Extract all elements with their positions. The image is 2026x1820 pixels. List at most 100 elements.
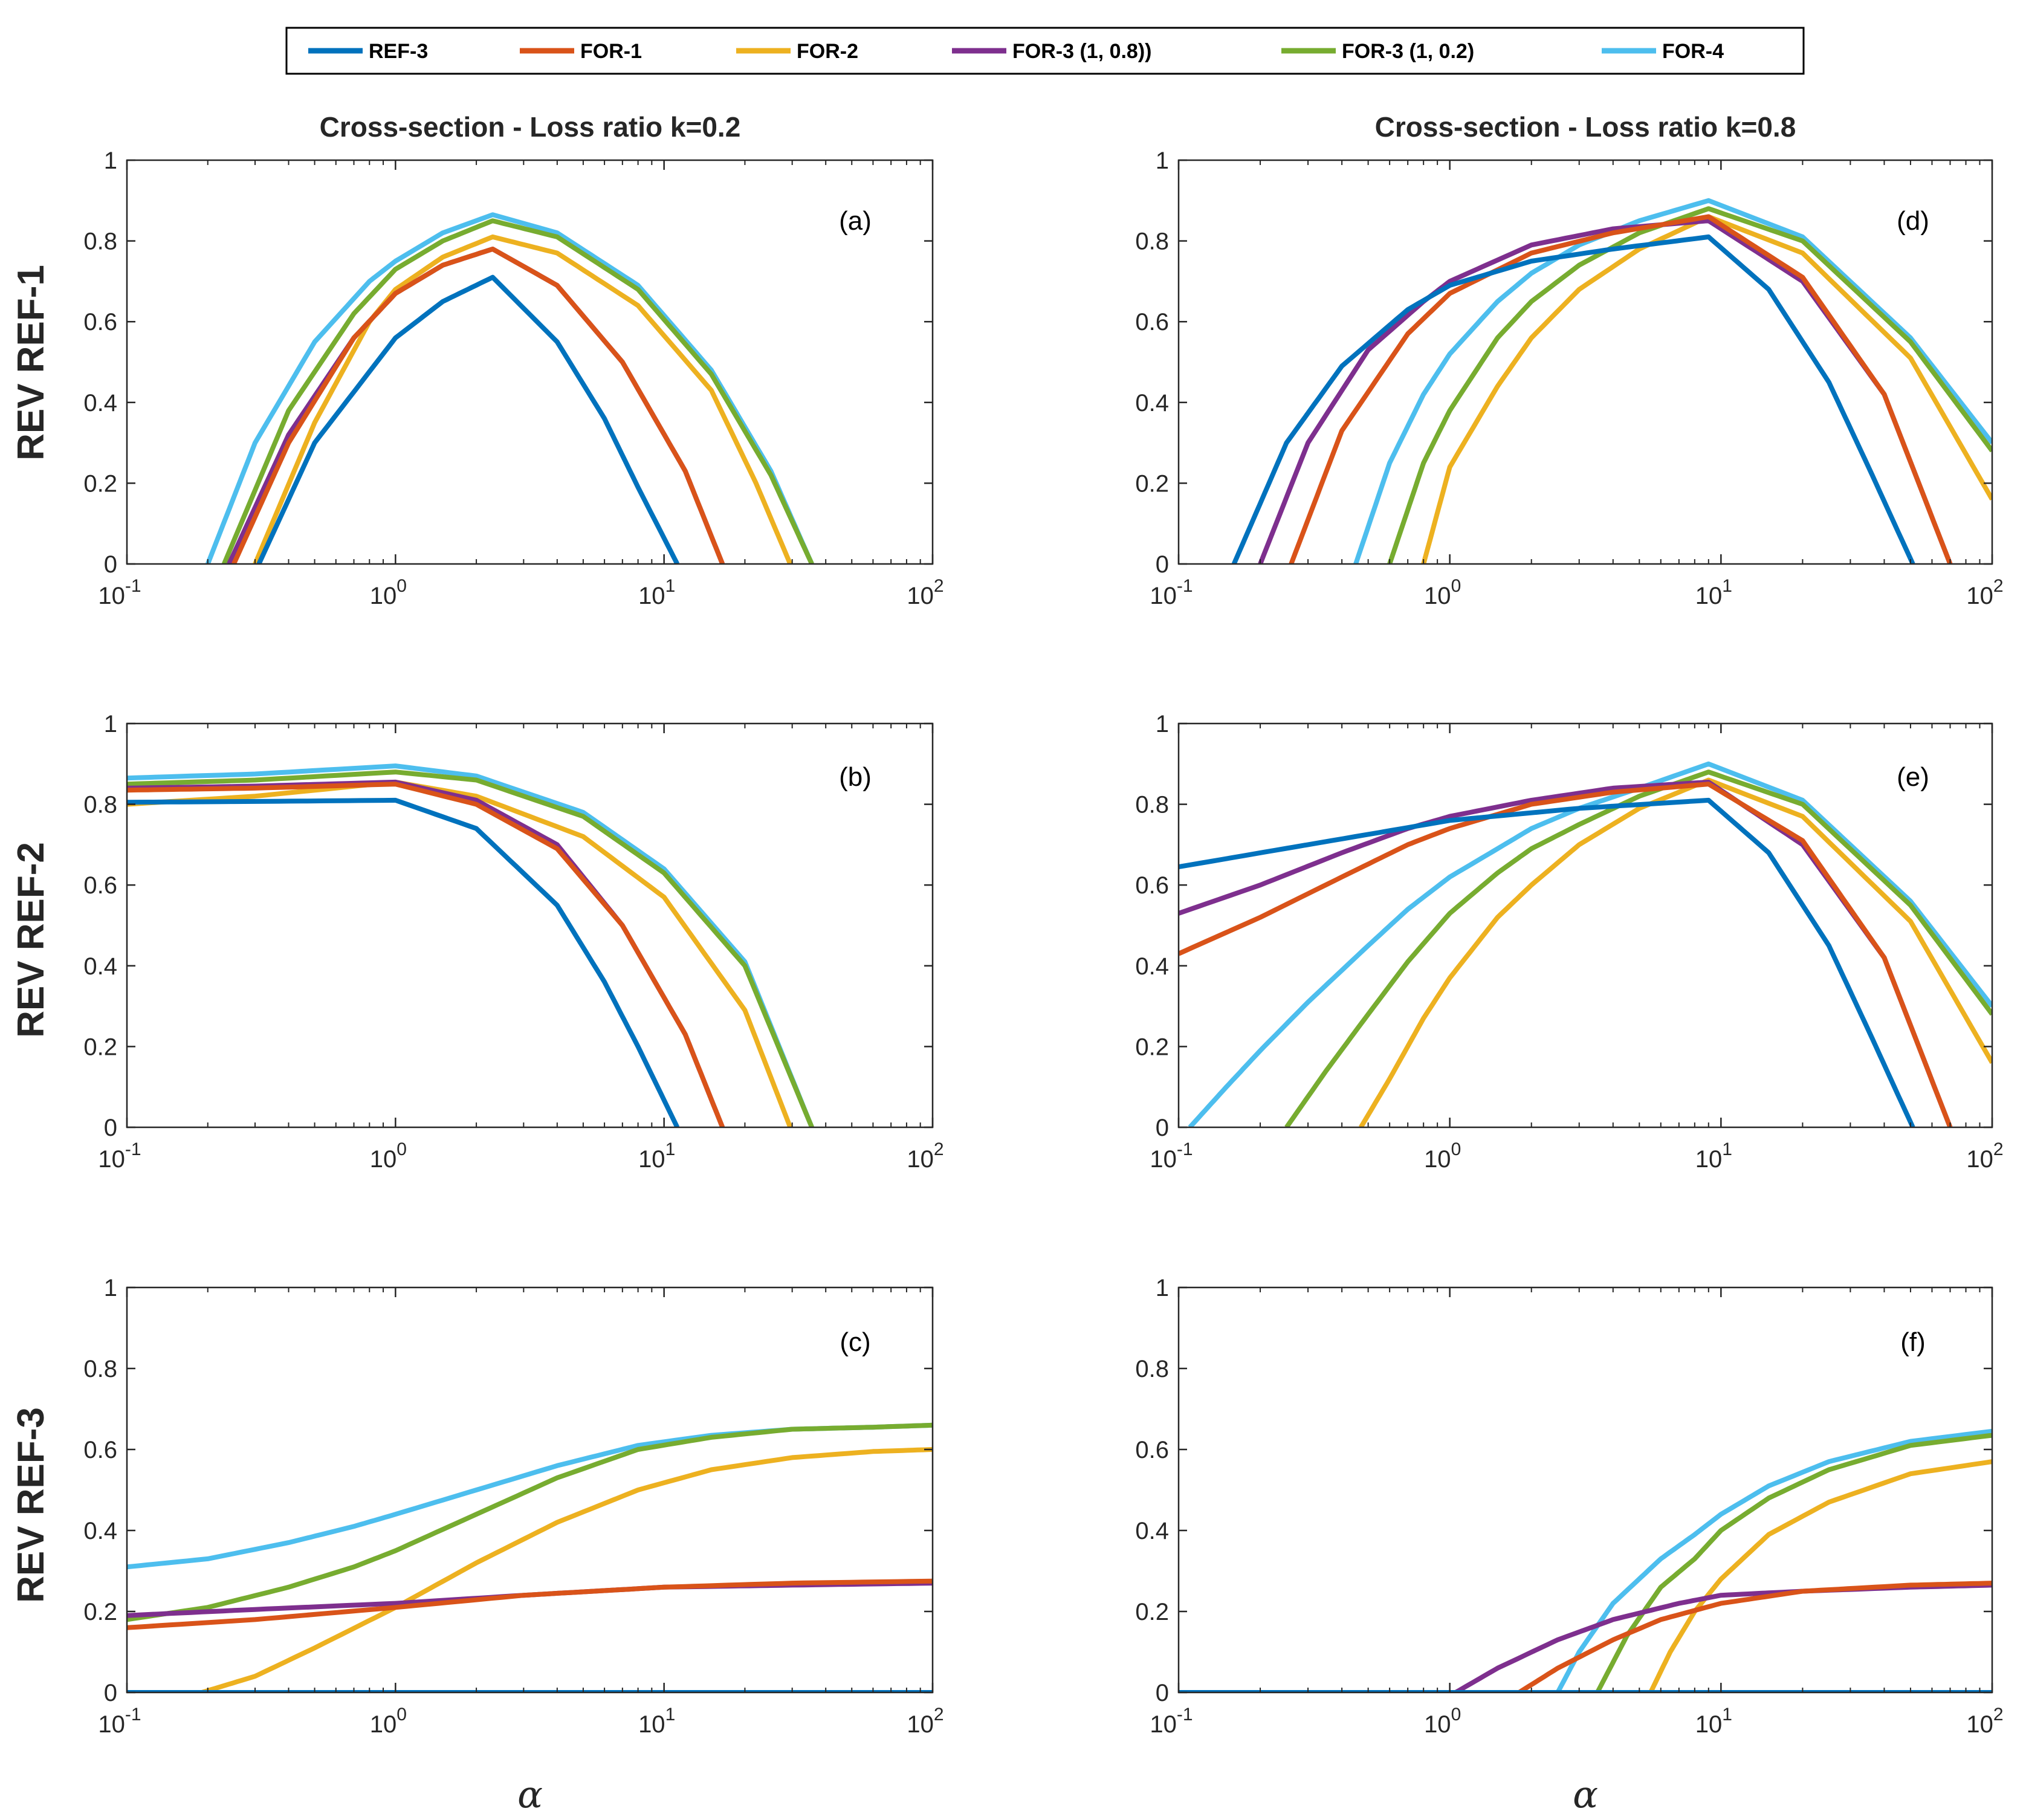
x-tick-label: 10-1 <box>1150 1705 1193 1738</box>
series-line-for-1 <box>231 247 725 564</box>
x-tick-label: 100 <box>370 1705 407 1738</box>
y-tick-label: 1 <box>1156 147 1169 174</box>
legend-label: FOR-4 <box>1662 40 1724 63</box>
axes-box <box>1177 159 1993 565</box>
series-group <box>1179 1428 1992 1692</box>
y-tick-label: 0 <box>104 551 117 578</box>
series-line-for-2 <box>201 1447 933 1692</box>
axes-box <box>126 1286 934 1694</box>
y-tick-label: 0.6 <box>1135 872 1169 899</box>
y-tick-label: 0 <box>1156 1680 1169 1706</box>
series-line-ref-3 <box>127 797 680 1127</box>
y-tick-label: 0.8 <box>83 1356 117 1382</box>
legend-item: FOR-1 <box>520 40 642 63</box>
series-line-for-2 <box>127 779 793 1127</box>
legend-item: FOR-3 (1, 0.8)) <box>952 40 1151 63</box>
xlabel-left: α <box>517 1772 543 1816</box>
series-line-ref-3 <box>256 274 680 564</box>
chart-panel-c: 0 0.2 0.4 0.6 0.8 1 10-1 100 101 102 (c) <box>83 1275 943 1738</box>
plot-area <box>1179 160 1992 564</box>
y-tick-label: 0.8 <box>1135 1356 1169 1382</box>
series-line-for-3-1-0-2 <box>1179 1433 1992 1692</box>
x-tick-label: 101 <box>638 576 675 609</box>
series-line-for-4 <box>1188 761 1992 1127</box>
series-group <box>1231 198 1992 564</box>
series-group <box>1179 761 1992 1127</box>
axes-box <box>1177 1286 1993 1694</box>
x-tick-label: 100 <box>370 576 407 609</box>
y-tick-label: 0.4 <box>83 953 117 980</box>
series-line-for-1 <box>127 782 725 1127</box>
series-line-for-4 <box>127 763 814 1127</box>
chart-panel-a: 0 0.2 0.4 0.6 0.8 1 10-1 100 101 102 (a) <box>83 147 943 609</box>
y-tick-label: 0.8 <box>83 792 117 818</box>
x-tick-label: 10-1 <box>98 1139 141 1173</box>
chart-panel-d: 0 0.2 0.4 0.6 0.8 1 10-1 100 101 102 (d) <box>1135 147 2003 609</box>
legend-item: FOR-2 <box>736 40 858 63</box>
x-tick-label: 10-1 <box>1150 1139 1193 1173</box>
chart-panel-b: 0 0.2 0.4 0.6 0.8 1 10-1 100 101 102 (b) <box>83 711 943 1173</box>
series-line-for-4 <box>1179 1428 1992 1692</box>
series-line-for-2 <box>1421 214 1992 564</box>
y-tick-label: 0 <box>1156 551 1169 578</box>
plot-area <box>127 724 933 1127</box>
axes-box <box>126 159 934 565</box>
x-tick-label: 101 <box>1695 1139 1732 1173</box>
x-tick-label: 100 <box>370 1139 407 1173</box>
series-line-ref-3 <box>1231 234 1915 564</box>
legend-label: FOR-3 (1, 0.2) <box>1342 40 1474 63</box>
x-tick-label: 101 <box>638 1705 675 1738</box>
y-tick-label: 1 <box>104 711 117 737</box>
series-line-for-3-1-0-2 <box>127 769 814 1127</box>
x-tick-label: 10-1 <box>1150 576 1193 609</box>
axes-box <box>1177 722 1993 1129</box>
series-line-ref-3 <box>1179 797 1915 1127</box>
series-line-for-2 <box>253 234 793 564</box>
x-tick-label: 102 <box>1966 576 2003 609</box>
series-line-for-1 <box>1179 782 1953 1127</box>
series-line-for-2 <box>1359 777 1992 1127</box>
legend-label: REF-3 <box>369 40 428 63</box>
panel-label: (b) <box>839 762 872 792</box>
column-title-right: Cross-section - Loss ratio k=0.8 <box>1375 111 1796 143</box>
row-label-3: REV REF-3 <box>10 1407 52 1603</box>
x-tick-label: 101 <box>1695 1705 1732 1738</box>
x-tick-label: 102 <box>907 576 943 609</box>
series-group <box>127 1422 933 1692</box>
chart-panel-f: 0 0.2 0.4 0.6 0.8 1 10-1 100 101 102 (f) <box>1135 1275 2003 1738</box>
y-tick-label: 0.2 <box>83 470 117 497</box>
y-tick-label: 0.6 <box>83 1437 117 1463</box>
legend-label: FOR-2 <box>797 40 858 63</box>
y-tick-label: 0.2 <box>1135 470 1169 497</box>
panel-label: (f) <box>1900 1327 1926 1357</box>
series-line-for-3-1-0-2 <box>127 1422 933 1622</box>
x-tick-label: 10-1 <box>98 576 141 609</box>
series-line-for-3-1-0-2 <box>222 218 814 564</box>
y-tick-label: 0.4 <box>1135 953 1169 980</box>
panel-label: (a) <box>839 206 872 236</box>
y-tick-label: 0.8 <box>83 228 117 255</box>
legend-item: REF-3 <box>308 40 428 63</box>
x-tick-label: 100 <box>1424 576 1461 609</box>
series-line-for-3-1-0-2 <box>1387 206 1992 564</box>
legend-item: FOR-3 (1, 0.2) <box>1281 40 1474 63</box>
y-tick-label: 0.2 <box>1135 1599 1169 1625</box>
y-tick-label: 0.2 <box>83 1034 117 1060</box>
x-tick-label: 102 <box>1966 1139 2003 1173</box>
panel-label: (c) <box>840 1327 870 1357</box>
row-label-2: REV REF-2 <box>10 842 52 1038</box>
y-tick-label: 1 <box>104 1275 117 1301</box>
series-line-for-3-1-0-2 <box>1284 769 1992 1127</box>
legend-label: FOR-3 (1, 0.8)) <box>1012 40 1151 63</box>
series-line-for-1 <box>1289 214 1953 564</box>
y-tick-label: 1 <box>1156 1275 1169 1301</box>
y-tick-label: 0 <box>104 1680 117 1706</box>
y-tick-label: 0.6 <box>1135 309 1169 335</box>
series-line-for-1 <box>127 1578 933 1630</box>
y-tick-label: 0.2 <box>83 1599 117 1625</box>
panel-label: (e) <box>1897 762 1929 792</box>
axes-box <box>126 722 934 1129</box>
panel-label: (d) <box>1897 206 1929 236</box>
legend: REF-3 FOR-1 FOR-2 FOR-3 (1, 0.8)) FOR-3 (1, … <box>285 27 1805 75</box>
